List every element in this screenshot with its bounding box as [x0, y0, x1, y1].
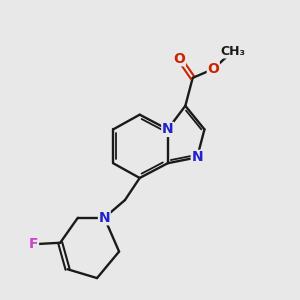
Text: N: N: [98, 211, 110, 225]
Text: F: F: [29, 237, 38, 251]
Text: CH₃: CH₃: [220, 45, 245, 58]
Text: N: N: [191, 150, 203, 164]
Text: O: O: [207, 62, 219, 76]
Text: O: O: [173, 52, 185, 66]
Text: N: N: [162, 122, 173, 136]
